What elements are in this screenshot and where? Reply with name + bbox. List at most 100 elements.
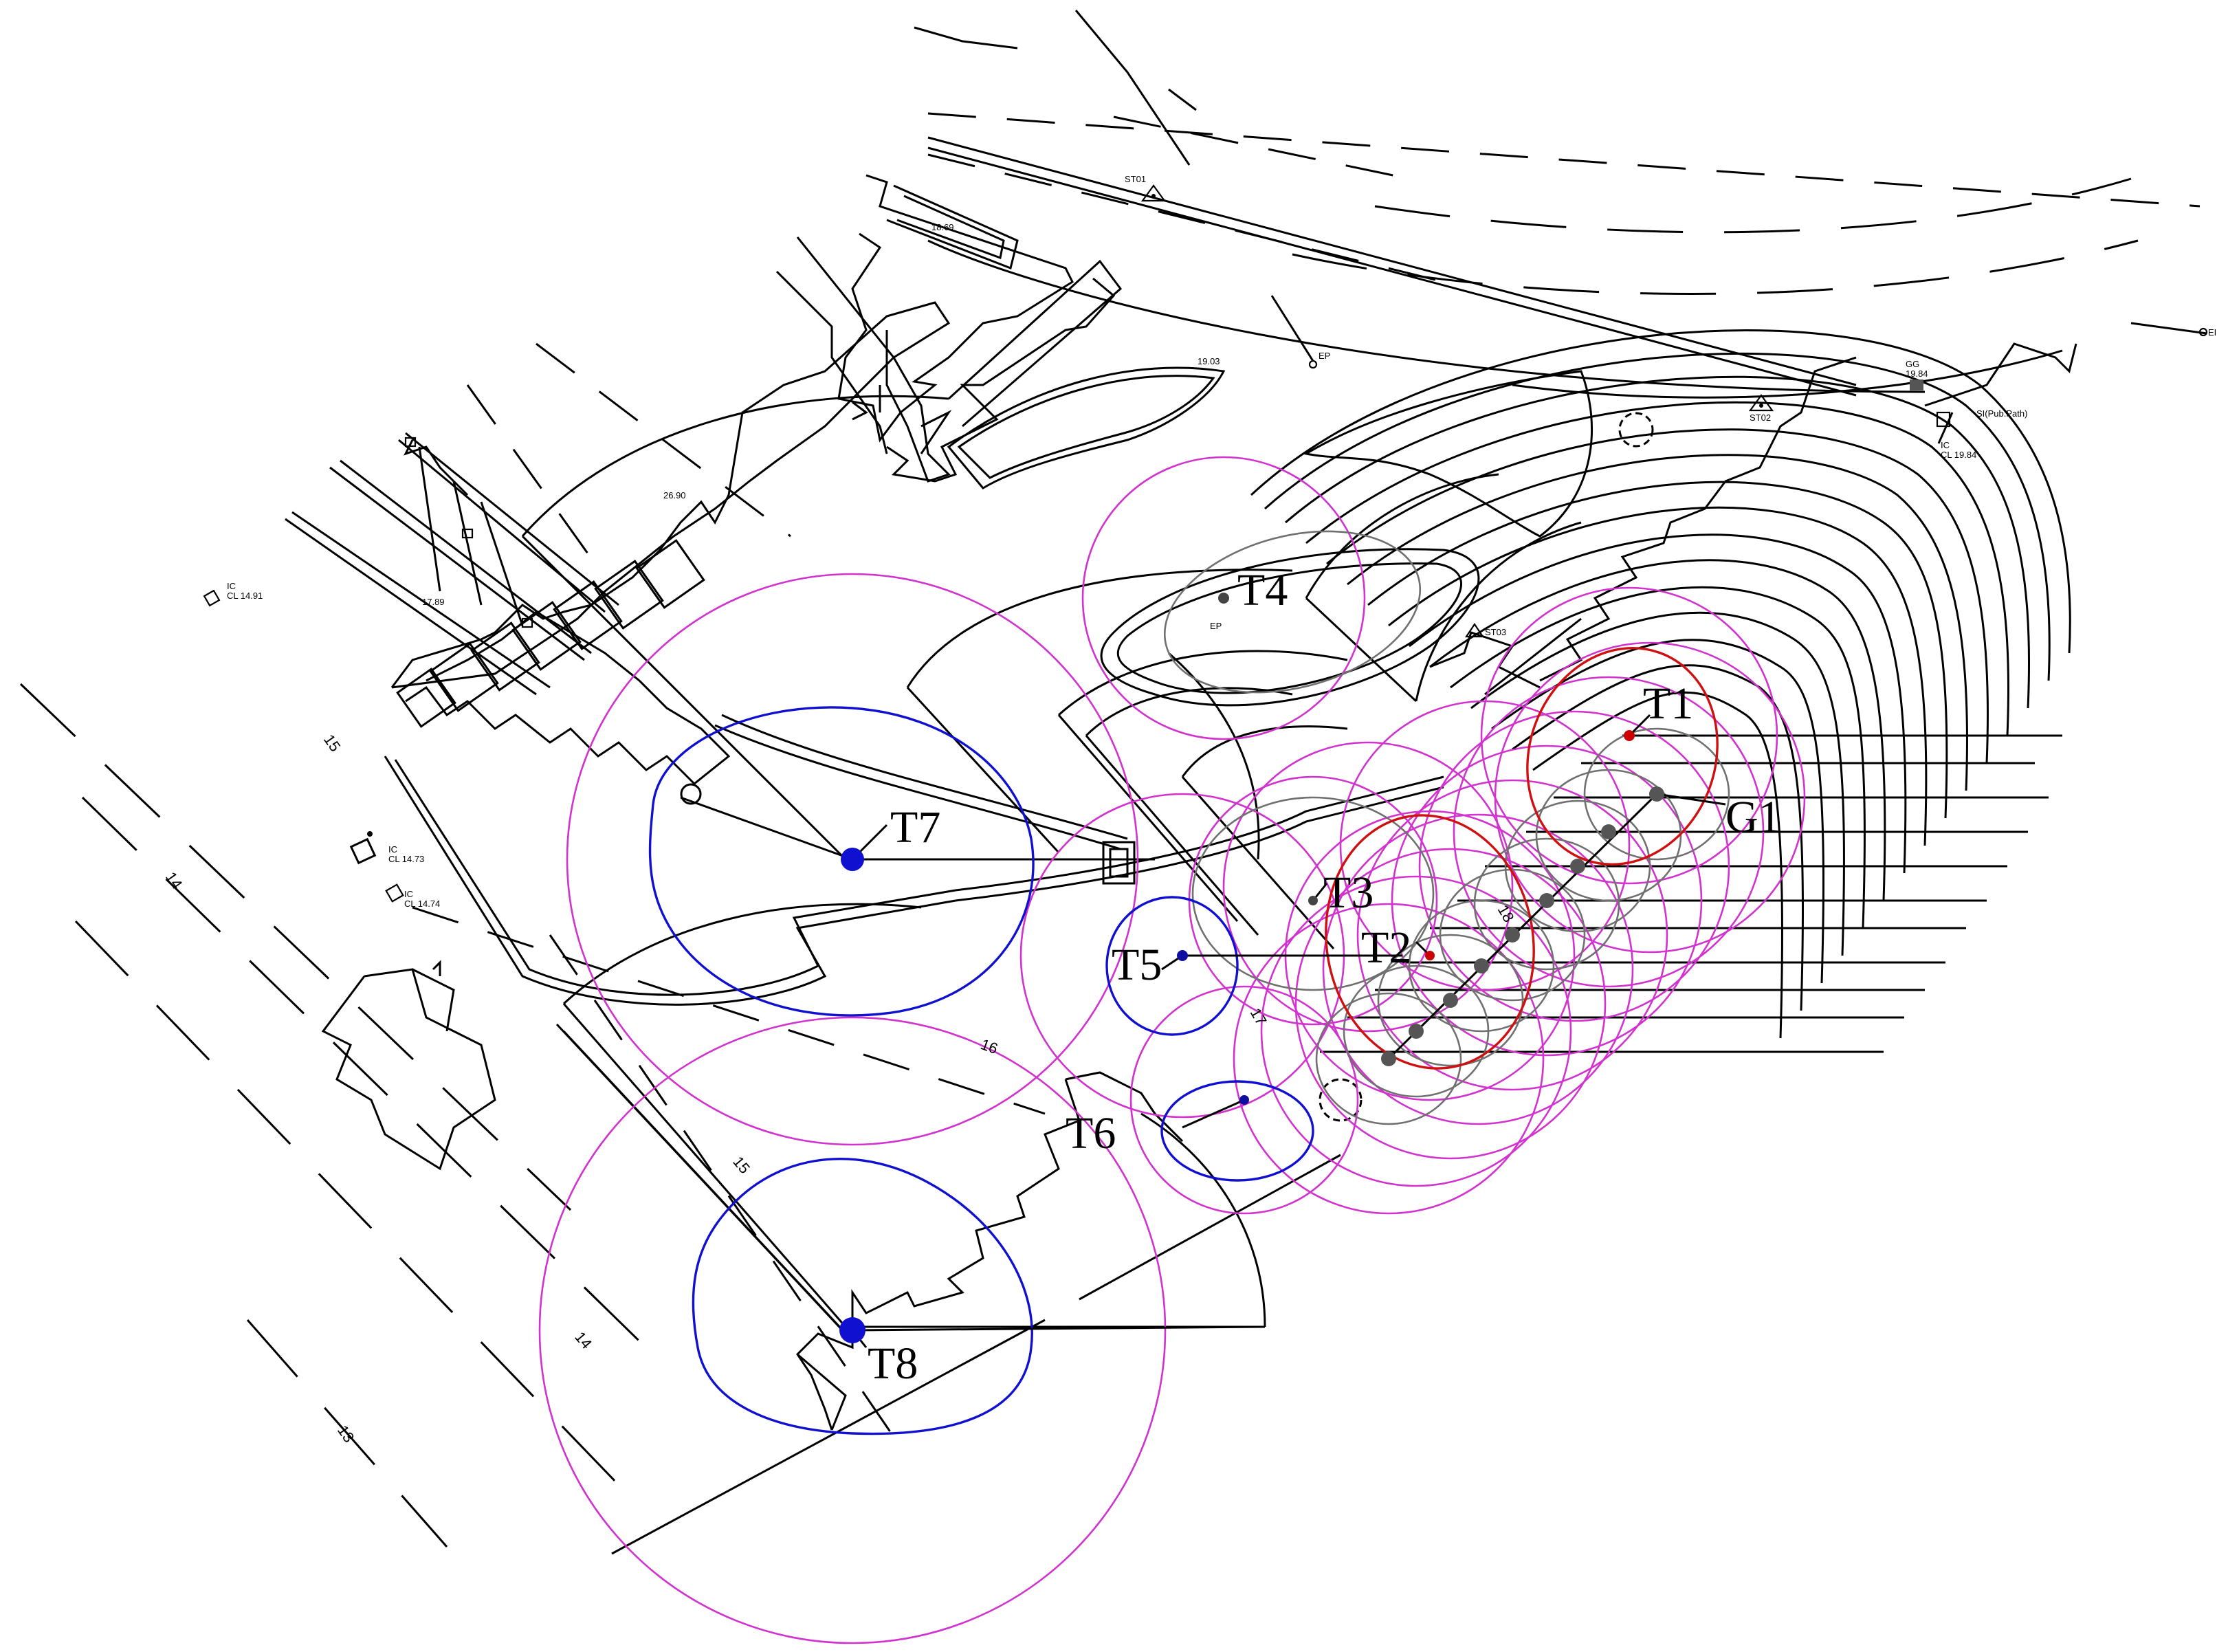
ic-marker-dot: [367, 831, 373, 837]
tree-stem-g1[interactable]: [1381, 1051, 1396, 1066]
tree-stem-t7[interactable]: [841, 848, 864, 871]
tree-label-t3: T3: [1323, 868, 1374, 918]
ic-code-label: IC: [1941, 440, 1950, 450]
station-st01-icon: [1140, 184, 1167, 202]
survey-markers: [1140, 184, 2208, 638]
contour-lines: [19, 112, 2201, 1548]
canopy-g1: [1315, 992, 1462, 1125]
rpa-circle-t6: [1129, 985, 1359, 1215]
canopy-t7: [648, 706, 1035, 1017]
canopy-spreads: [648, 530, 1730, 1435]
root-protection-areas: [538, 456, 1806, 1644]
rpa-circle-g1: [1339, 700, 1631, 991]
tree-stem-g1[interactable]: [1601, 824, 1616, 839]
ic-code-label: IC: [404, 889, 413, 899]
tree-stem-g1[interactable]: [1570, 859, 1585, 874]
tree-stump-marker: [1618, 412, 1654, 448]
ic-level-label: CL 14.91: [227, 591, 263, 601]
rpa-circle-g1: [1294, 848, 1607, 1160]
tree-stem-t2[interactable]: [1425, 951, 1435, 960]
contour-label: 14: [162, 869, 186, 892]
contour-text: 15 14 16 15 14 13 17 18: [162, 731, 1518, 1446]
rpa-circle-g1: [1222, 741, 1514, 1033]
rpa-circle-g1: [1260, 875, 1572, 1187]
canopy-t8: [692, 1158, 1033, 1435]
canopy-g1: [1343, 965, 1490, 1098]
tree-label-t2: T2: [1361, 923, 1411, 973]
ep-marker-icon: [1308, 360, 1318, 369]
tree-stem-t4[interactable]: [1218, 593, 1229, 604]
rpa-circle-g1: [1391, 745, 1703, 1057]
ic-level-label: CL 14.73: [388, 854, 424, 864]
contour-label: 15: [320, 731, 344, 755]
level-label: 18.69: [931, 222, 954, 232]
contour-label: 18: [1494, 902, 1518, 925]
canopy-g1: [1473, 837, 1620, 971]
tree-stem-t1[interactable]: [1624, 730, 1635, 741]
tree-stump-marker: [1319, 1078, 1363, 1122]
canopy-g1: [1377, 934, 1524, 1067]
tree-stem-t5[interactable]: [1177, 950, 1188, 961]
tree-label-t1: T1: [1643, 679, 1693, 729]
contour-label: 17: [1247, 1005, 1270, 1028]
rpa-circle-t7: [566, 573, 1139, 1146]
contour-label: 14: [571, 1328, 595, 1352]
rpa-circle-t8: [538, 1016, 1167, 1644]
tree-stem-g1[interactable]: [1443, 993, 1458, 1008]
ep-label: EP: [1210, 621, 1222, 631]
tree-label-t4: T4: [1237, 565, 1288, 615]
station-st03-icon: [1464, 623, 1485, 638]
tree-stem-g1[interactable]: [1539, 893, 1554, 908]
canopy-t5: [1105, 896, 1239, 1036]
ep-label: EI: [2208, 327, 2216, 338]
tree-stem-t3[interactable]: [1308, 896, 1318, 905]
gg-level-label: 19.84: [1906, 368, 1928, 379]
rpa-circle-t4: [1081, 456, 1366, 740]
level-label: 17.89: [422, 597, 445, 607]
ic-level-label: CL 14.74: [404, 899, 440, 909]
tree-stem-t6[interactable]: [1239, 1095, 1249, 1105]
site-boundary-linework: [203, 10, 2207, 1555]
canopy-g1: [1583, 727, 1730, 861]
rpa-circle-t1: [1480, 586, 1778, 885]
tree-label-t6: T6: [1066, 1108, 1116, 1158]
ep-label: EP: [1319, 351, 1330, 361]
canopy-t4: [1163, 530, 1422, 694]
tree-label-t5: T5: [1112, 940, 1162, 990]
rpa-circle-g1: [1494, 641, 1806, 954]
gully-grate-icon: [1910, 379, 1923, 390]
contour-label: 16: [978, 1035, 1000, 1057]
existing-feature-circle: [680, 783, 702, 805]
tree-reference-labels: T7 T8 T4 T3 T2 T1 G1 T5 T6: [868, 565, 1781, 1389]
st02-label: ST02: [1750, 412, 1771, 423]
tree-label-t8: T8: [868, 1339, 918, 1389]
ic-level-label: CL 19.84: [1941, 450, 1976, 460]
st03-label: ST03: [1485, 627, 1506, 637]
rpa-circle-g1: [1233, 903, 1545, 1215]
si-pub-path-label: SI(Pub.Path): [1976, 408, 2027, 419]
tree-stem-t8[interactable]: [839, 1317, 865, 1343]
tree-stems: [680, 593, 1726, 1348]
tree-label-g1: G1: [1725, 792, 1781, 842]
rpa-circle-g1: [1418, 710, 1730, 1022]
ic-code-label: IC: [388, 844, 397, 855]
canopy-t1: [1526, 647, 1719, 866]
rpa-circle-g1: [1356, 779, 1668, 1091]
tree-stem-g1[interactable]: [1409, 1024, 1424, 1039]
st01-label: ST01: [1125, 174, 1146, 184]
survey-text: ST01 ST02 ST03 EP EP EI GG 19.84 SI(Pub.…: [227, 174, 2216, 909]
canopy-t2: [1325, 814, 1535, 1070]
level-label: 26.90: [663, 490, 686, 500]
ep-marker-icon: [2198, 327, 2208, 337]
ic-code-label: IC: [227, 581, 236, 591]
tree-stem-g1[interactable]: [1474, 958, 1489, 973]
station-st02-icon: [1748, 394, 1774, 412]
gg-label: GG: [1906, 359, 1919, 369]
rpa-circle-g1: [1322, 813, 1634, 1125]
tree-stem-g1[interactable]: [1505, 927, 1520, 943]
tree-stem-g1[interactable]: [1649, 786, 1664, 802]
level-label: 19.03: [1198, 356, 1220, 366]
tree-label-t7: T7: [890, 802, 940, 852]
rpa-circle-g1: [1453, 676, 1765, 988]
